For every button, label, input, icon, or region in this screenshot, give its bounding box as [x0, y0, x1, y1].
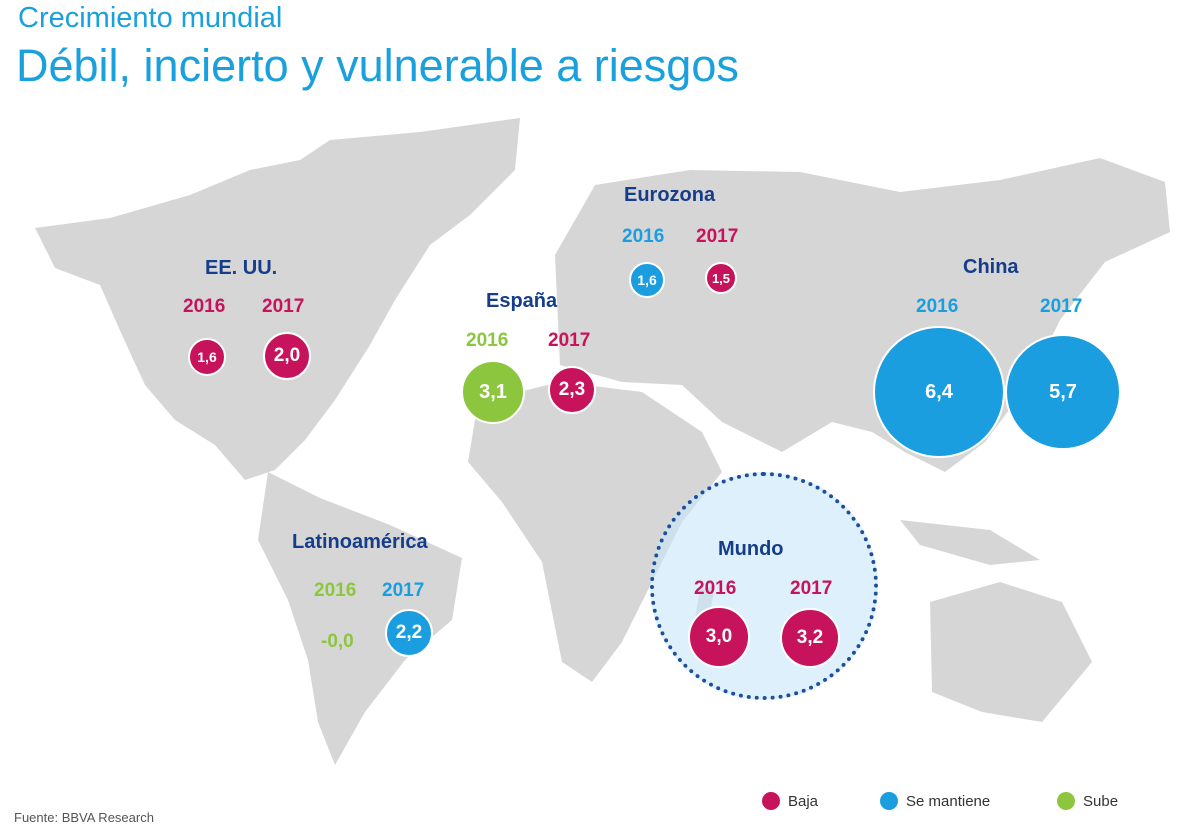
- mundo-highlight-circle: [650, 472, 878, 700]
- legend-se-mantiene: Se mantiene: [880, 792, 990, 810]
- title: Débil, incierto y vulnerable a riesgos: [16, 40, 739, 91]
- blue-dot-icon: [880, 792, 898, 810]
- china-year-2017: 2017: [1040, 296, 1083, 317]
- legend-baja: Baja: [762, 792, 818, 810]
- eurozona-2017-bubble: 1,5: [705, 262, 737, 294]
- region-label-latam: Latinoamérica: [292, 531, 428, 553]
- latam-2017-bubble: 2,2: [385, 609, 433, 657]
- latam-year-2017: 2017: [382, 580, 425, 601]
- eeuu-2017-bubble: 2,0: [263, 332, 311, 380]
- region-label-eurozona: Eurozona: [624, 184, 716, 206]
- eeuu-2016-bubble: 1,6: [188, 338, 226, 376]
- legend-sube: Sube: [1057, 792, 1118, 810]
- eurozona-year-2016: 2016: [622, 226, 665, 247]
- region-label-eeuu: EE. UU.: [205, 257, 278, 279]
- region-label-mundo: Mundo: [718, 538, 784, 560]
- mundo-year-2017: 2017: [790, 578, 833, 599]
- australia: [930, 582, 1092, 722]
- eeuu-year-2016: 2016: [183, 296, 226, 317]
- china-2016-bubble: 6,4: [873, 326, 1005, 458]
- magenta-dot-icon: [762, 792, 780, 810]
- legend-label: Sube: [1083, 792, 1119, 810]
- legend-label: Baja: [788, 792, 819, 810]
- green-dot-icon: [1057, 792, 1075, 810]
- south-america: [258, 472, 462, 765]
- eurozona-2016-bubble: 1,6: [629, 262, 665, 298]
- mundo-2017-bubble: 3,2: [780, 608, 840, 668]
- region-label-espana: España: [486, 290, 558, 312]
- region-label-china: China: [963, 256, 1019, 278]
- china-2017-bubble: 5,7: [1005, 334, 1121, 450]
- indonesia: [900, 520, 1040, 565]
- espana-2017-bubble: 2,3: [548, 366, 596, 414]
- mundo-year-2016: 2016: [694, 578, 737, 599]
- latam-year-2016: 2016: [314, 580, 357, 601]
- eeuu-year-2017: 2017: [262, 296, 305, 317]
- espana-2016-bubble: 3,1: [461, 360, 525, 424]
- africa: [468, 382, 722, 682]
- legend-label: Se mantiene: [906, 792, 991, 810]
- subtitle: Crecimiento mundial: [18, 2, 283, 34]
- north-america: [35, 118, 520, 480]
- espana-year-2017: 2017: [548, 330, 591, 351]
- china-year-2016: 2016: [916, 296, 959, 317]
- espana-year-2016: 2016: [466, 330, 509, 351]
- mundo-2016-bubble: 3,0: [688, 606, 750, 668]
- eurozona-year-2017: 2017: [696, 226, 739, 247]
- source-note: Fuente: BBVA Research: [14, 810, 154, 825]
- latam-2016-value: -0,0: [321, 631, 354, 652]
